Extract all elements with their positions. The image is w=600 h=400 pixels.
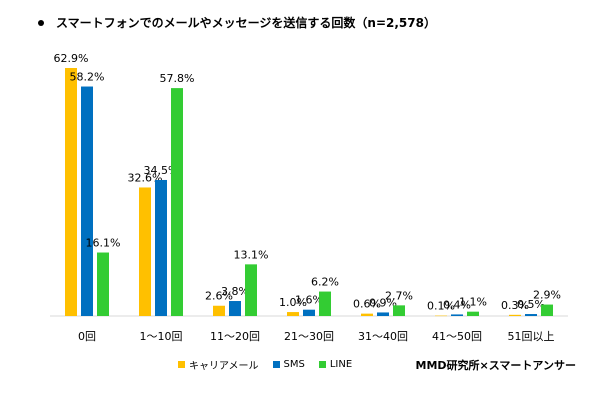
x-tick-label: 51回以上 (508, 330, 555, 343)
bar-キャリアメール-41～50回 (435, 315, 447, 317)
bar-LINE-31～40回 (393, 305, 405, 316)
bar-SMS-41～50回 (451, 314, 463, 316)
bar-SMS-0回 (81, 86, 93, 316)
legend-swatch-line (318, 361, 326, 368)
data-label-キャリアメール-41～50回: 0.1% (427, 300, 455, 313)
x-tick-label: 21～30回 (284, 330, 334, 343)
bullet-icon (38, 19, 44, 26)
data-label-キャリアメール-21～30回: 1.0% (279, 296, 307, 309)
x-tick-label: 1～10回 (140, 330, 183, 343)
legend-label-line: LINE (329, 359, 353, 370)
x-tick-label: 11～20回 (210, 330, 260, 343)
bar-キャリアメール-11～20回 (213, 305, 225, 316)
bar-キャリアメール-31～40回 (361, 313, 373, 316)
data-label-SMS-21～30回: 1.6% (295, 294, 323, 307)
data-label-SMS-1～10回: 34.5% (144, 164, 179, 177)
x-tick-label: 41～50回 (432, 330, 482, 343)
bar-LINE-21～30回 (319, 291, 331, 316)
data-label-LINE-51回以上: 2.9% (533, 289, 561, 302)
data-label-キャリアメール-51回以上: 0.3% (501, 299, 529, 312)
legend-swatch-sms (272, 361, 280, 368)
bar-LINE-41～50回 (467, 311, 479, 316)
bar-キャリアメール-1～10回 (139, 187, 151, 316)
bar-LINE-51回以上 (541, 304, 553, 316)
data-label-LINE-11～20回: 13.1% (234, 248, 269, 261)
data-label-キャリアメール-0回: 62.9% (54, 52, 89, 65)
data-label-SMS-0回: 58.2% (70, 71, 105, 84)
bar-キャリアメール-51回以上 (509, 314, 521, 316)
source-credit: MMD研究所×スマートアンサー (415, 359, 576, 372)
legend-label-sms: SMS (283, 359, 305, 370)
data-label-LINE-21～30回: 6.2% (311, 276, 339, 289)
bar-SMS-21～30回 (303, 309, 315, 316)
data-label-SMS-51回以上: 0.5% (517, 298, 545, 311)
legend-item-carrier-mail: キャリアメール (178, 357, 259, 372)
bar-SMS-51回以上 (525, 314, 537, 316)
data-label-キャリアメール-11～20回: 2.6% (205, 290, 233, 303)
data-label-LINE-41～50回: 1.1% (459, 296, 487, 309)
legend-item-line: LINE (318, 359, 353, 370)
legend: キャリアメール SMS LINE (178, 357, 366, 372)
chart-title: スマートフォンでのメールやメッセージを送信する回数（n=2,578） (56, 16, 436, 30)
x-tick-label: 0回 (78, 330, 96, 343)
bar-SMS-11～20回 (229, 301, 241, 316)
bar-LINE-11～20回 (245, 264, 257, 316)
bar-SMS-31～40回 (377, 312, 389, 316)
bar-SMS-1～10回 (155, 179, 167, 316)
data-label-SMS-31～40回: 0.9% (369, 296, 397, 309)
data-label-LINE-1～10回: 57.8% (160, 72, 195, 85)
legend-swatch-carrier-mail (178, 361, 185, 368)
title-row: スマートフォンでのメールやメッセージを送信する回数（n=2,578） (38, 14, 436, 31)
data-label-SMS-41～50回: 0.4% (443, 298, 471, 311)
bar-LINE-1～10回 (171, 88, 183, 316)
bar-LINE-0回 (97, 252, 109, 316)
data-label-キャリアメール-1～10回: 32.6% (128, 171, 163, 184)
legend-label-carrier-mail: キャリアメール (189, 361, 259, 372)
legend-item-sms: SMS (272, 359, 305, 370)
data-label-LINE-31～40回: 2.7% (385, 289, 413, 302)
bar-キャリアメール-0回 (65, 67, 77, 316)
x-tick-label: 31～40回 (358, 330, 408, 343)
data-label-LINE-0回: 16.1% (86, 237, 121, 250)
bar-キャリアメール-21～30回 (287, 312, 299, 316)
data-label-キャリアメール-31～40回: 0.6% (353, 298, 381, 311)
data-label-SMS-11～20回: 3.8% (221, 285, 249, 298)
